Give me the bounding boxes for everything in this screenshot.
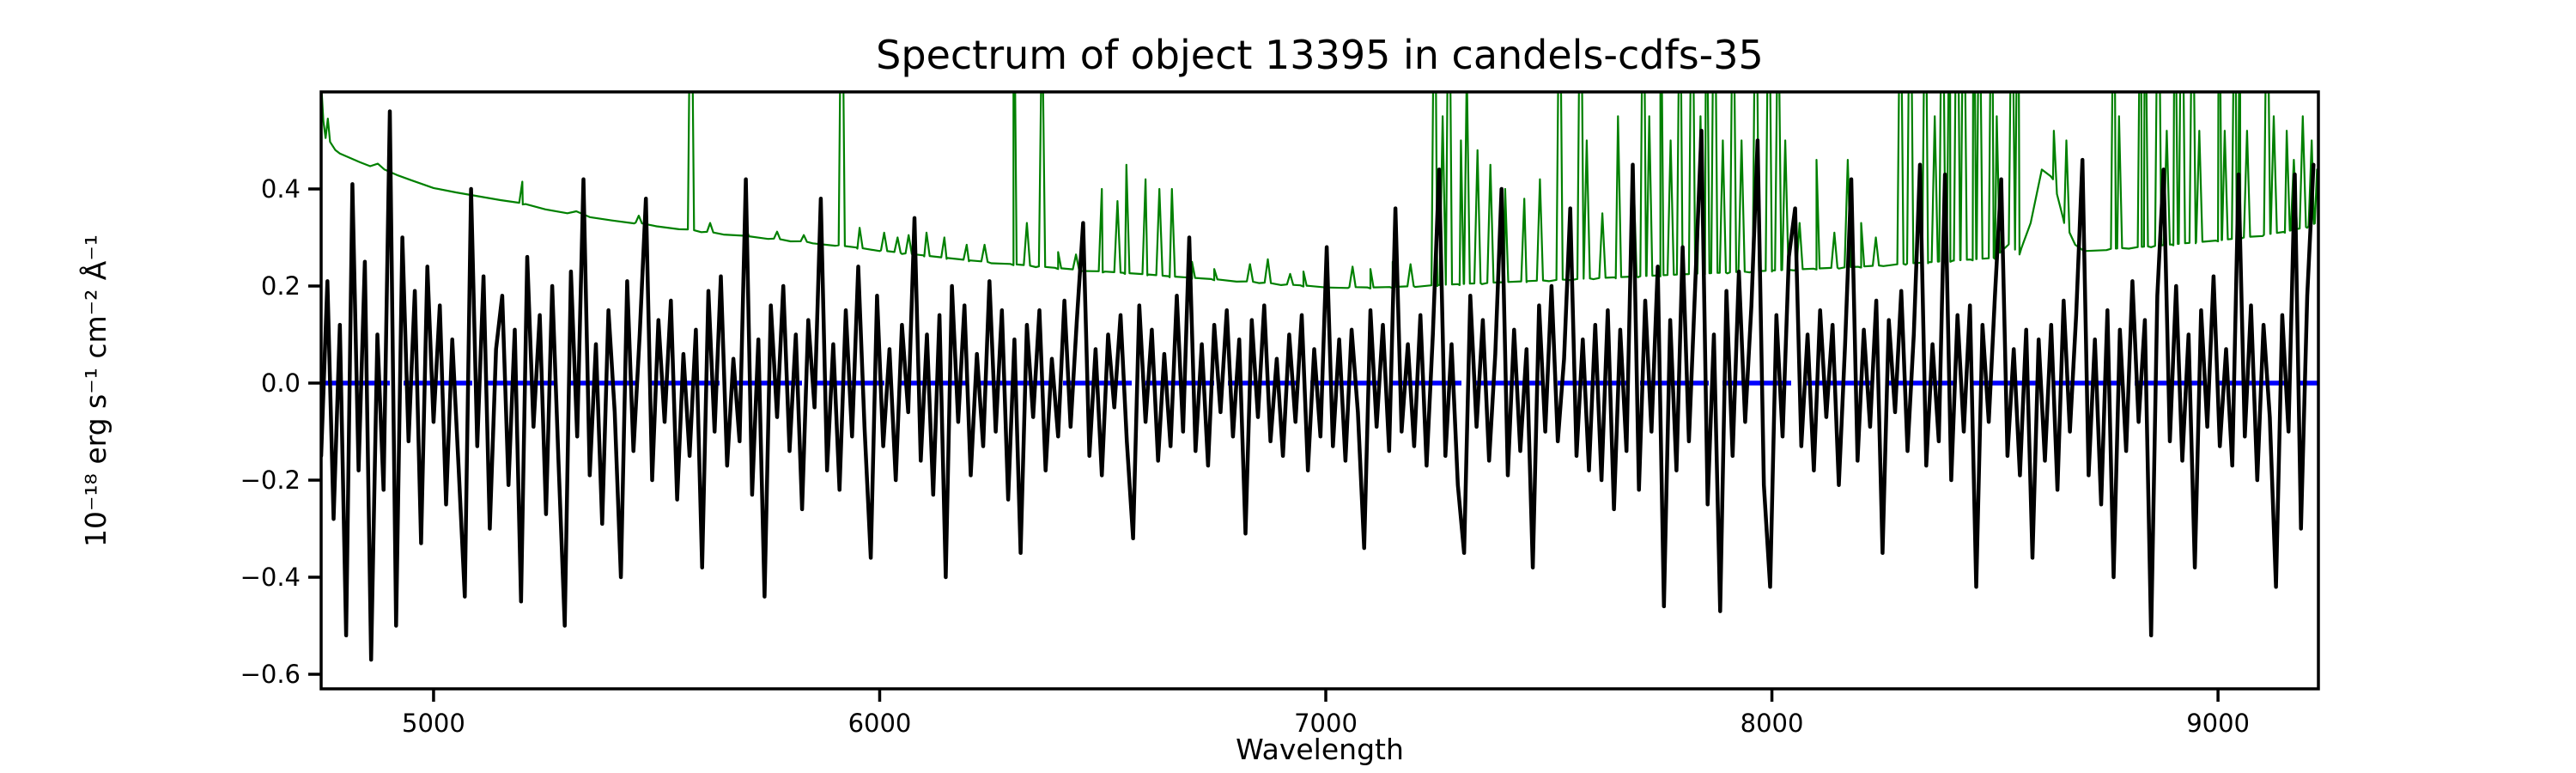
y-axis-label: 10⁻¹⁸ erg s⁻¹ cm⁻² Å⁻¹ <box>78 234 112 547</box>
y-tick-label: −0.6 <box>240 660 301 689</box>
y-tick-label: 0.0 <box>261 368 301 398</box>
y-tick-label: −0.4 <box>240 563 301 592</box>
plot-title: Spectrum of object 13395 in candels-cdfs… <box>876 32 1764 78</box>
object-spectrum-line <box>321 109 2316 662</box>
y-tick-label: 0.2 <box>261 271 301 301</box>
x-tick-label: 5000 <box>402 709 465 738</box>
x-tick-label: 7000 <box>1294 709 1358 738</box>
x-axis-label: Wavelength <box>1236 733 1404 766</box>
x-tick-label: 9000 <box>2186 709 2250 738</box>
y-tick-label: −0.2 <box>240 466 301 495</box>
plot-area <box>321 92 2318 662</box>
sky-noise-spectrum-line <box>321 92 2318 289</box>
axes-ticks: 5000 6000 7000 8000 9000 0.4 0.2 0.0 −0.2 −0.4 −0.… <box>240 174 2250 738</box>
y-tick-label: 0.4 <box>261 174 301 204</box>
x-tick-label: 6000 <box>848 709 912 738</box>
plot-frame <box>319 90 2320 691</box>
x-tick-label: 8000 <box>1741 709 1804 738</box>
